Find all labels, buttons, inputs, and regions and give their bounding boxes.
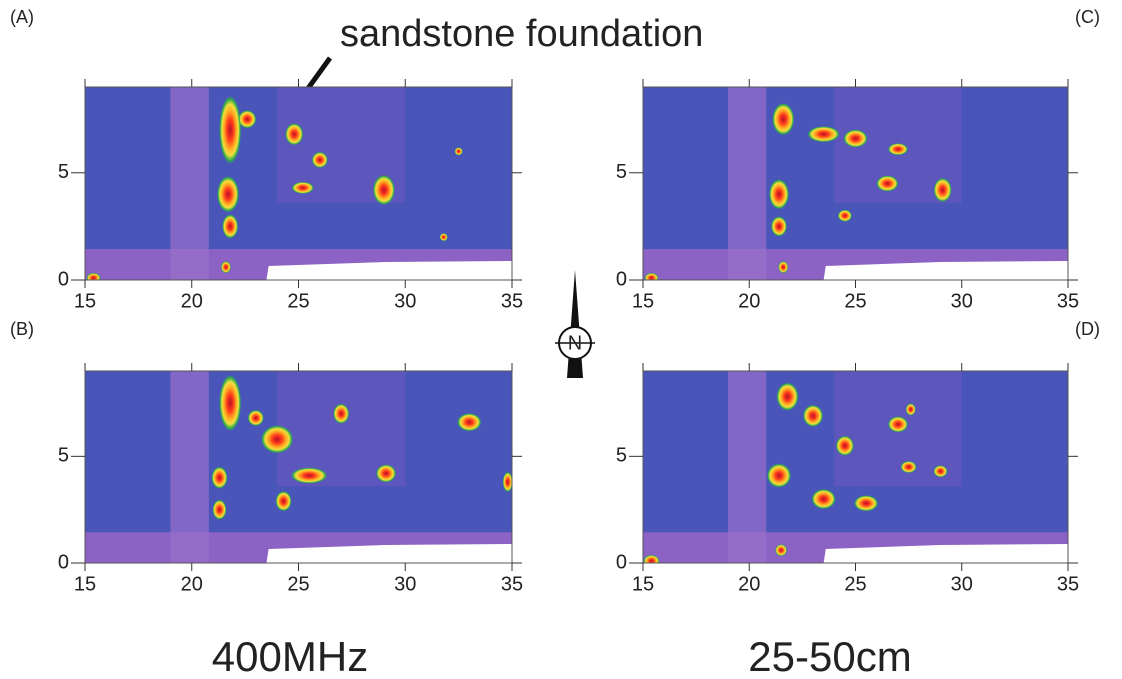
anomaly	[803, 404, 823, 427]
anomaly	[643, 554, 660, 563]
heatmap	[85, 87, 512, 280]
annotation: sandstone foundation	[340, 13, 703, 55]
x-tick-label: 15	[632, 573, 654, 595]
anomaly	[86, 272, 101, 280]
anomaly	[837, 209, 852, 222]
anomaly	[275, 491, 292, 512]
x-tick-label: 25	[844, 290, 866, 312]
anomaly	[439, 233, 448, 242]
panel-label: (B)	[10, 319, 34, 339]
x-tick-label: 35	[501, 290, 523, 312]
anomaly	[457, 413, 482, 432]
anomaly	[644, 272, 659, 280]
anomaly	[211, 466, 228, 489]
anomaly	[835, 435, 854, 456]
anomaly	[807, 126, 840, 143]
anomaly	[905, 403, 916, 416]
x-tick-label: 20	[738, 573, 760, 595]
x-tick-label: 25	[287, 573, 309, 595]
panel-label: (D)	[1075, 319, 1100, 339]
compass-label: N	[568, 332, 582, 354]
x-tick-label: 20	[738, 290, 760, 312]
x-tick-label: 30	[951, 290, 973, 312]
y-tick-label: 0	[58, 551, 69, 573]
anomaly	[811, 489, 836, 509]
anomaly	[767, 463, 791, 488]
panel-label: (A)	[10, 7, 34, 27]
anomaly	[900, 461, 917, 473]
anomaly	[219, 375, 242, 431]
anomaly	[775, 544, 788, 557]
y-tick-label: 0	[616, 551, 627, 573]
anomaly	[291, 467, 328, 484]
anomaly	[888, 416, 908, 433]
heatmap-field	[85, 371, 512, 533]
caption: 25-50cm	[748, 633, 911, 679]
heatmap-field	[85, 87, 512, 250]
anomaly	[220, 261, 231, 274]
anomaly	[238, 110, 257, 129]
no-data-area	[266, 261, 512, 280]
heatmap	[643, 371, 1068, 563]
heatmap-band	[170, 371, 209, 563]
no-data-area	[823, 544, 1068, 563]
anomaly	[247, 409, 264, 426]
x-tick-label: 20	[181, 290, 203, 312]
x-tick-label: 15	[74, 290, 96, 312]
y-tick-label: 0	[58, 268, 69, 290]
heatmap-field	[643, 87, 1068, 250]
x-tick-label: 25	[844, 573, 866, 595]
anomaly	[772, 103, 795, 136]
anomaly	[778, 261, 789, 274]
heatmap	[85, 371, 512, 563]
x-tick-label: 35	[1057, 290, 1079, 312]
y-tick-label: 5	[58, 161, 69, 183]
anomaly	[769, 179, 789, 210]
anomaly	[333, 403, 350, 424]
anomaly	[771, 216, 787, 237]
x-tick-label: 30	[394, 573, 416, 595]
anomaly	[212, 499, 227, 520]
anomaly	[285, 123, 304, 146]
heatmap	[643, 87, 1068, 280]
anomaly	[776, 382, 799, 411]
anomaly	[376, 464, 397, 483]
x-tick-label: 15	[632, 290, 654, 312]
anomaly	[261, 425, 294, 454]
x-tick-label: 30	[394, 290, 416, 312]
anomaly	[502, 471, 512, 492]
anomaly	[311, 151, 328, 168]
anomaly	[219, 95, 242, 164]
y-tick-label: 5	[616, 445, 627, 467]
anomaly	[854, 495, 879, 512]
anomaly	[933, 465, 948, 478]
caption: 400MHz	[212, 633, 368, 679]
x-tick-label: 20	[181, 573, 203, 595]
y-tick-label: 5	[616, 161, 627, 183]
anomaly	[843, 129, 868, 148]
anomaly	[876, 175, 899, 192]
anomaly	[217, 176, 240, 213]
x-tick-label: 15	[74, 573, 96, 595]
heatmap-band	[728, 371, 767, 563]
x-tick-label: 30	[951, 573, 973, 595]
anomaly	[222, 214, 239, 239]
panel-label: (C)	[1075, 7, 1100, 27]
y-tick-label: 5	[58, 445, 69, 467]
x-tick-label: 35	[1057, 573, 1079, 595]
x-tick-label: 25	[287, 290, 309, 312]
anomaly	[888, 143, 908, 156]
compass: N	[555, 270, 595, 378]
no-data-area	[266, 544, 512, 563]
y-tick-label: 0	[616, 268, 627, 290]
heatmap-band	[170, 87, 209, 280]
anomaly	[454, 147, 463, 156]
heatmap-band	[728, 87, 767, 280]
anomaly	[933, 177, 952, 202]
no-data-area	[823, 261, 1068, 280]
anomaly	[372, 174, 395, 205]
anomaly	[291, 181, 314, 194]
x-tick-label: 35	[501, 573, 523, 595]
